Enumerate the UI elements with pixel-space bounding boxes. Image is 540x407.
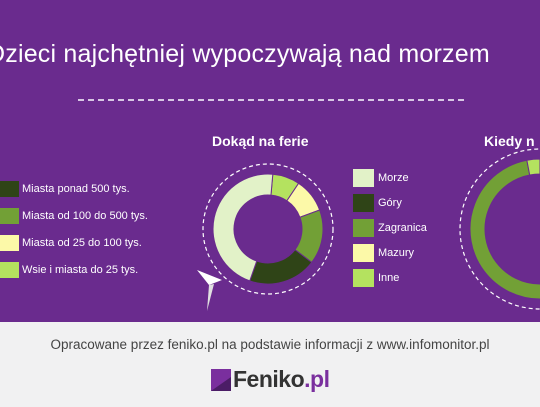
chart-title-when: Kiedy n: [484, 133, 535, 149]
logo-suffix: .pl: [304, 366, 330, 392]
legend-label: Miasta od 100 do 500 tys.: [22, 210, 148, 222]
title-divider: [78, 99, 464, 101]
legend-swatch: [353, 244, 374, 262]
legend-swatch: [353, 219, 374, 237]
legend-label: Miasta od 25 do 100 tys.: [22, 237, 142, 249]
donut-slice-morze: [212, 173, 274, 282]
footer: Opracowane przez feniko.pl na podstawie …: [0, 322, 540, 407]
legend-swatch: [0, 208, 19, 224]
legend-swatch: [353, 269, 374, 287]
infographic-panel: Dzieci najchętniej wypoczywają nad morze…: [0, 0, 540, 322]
donut-chart-when: [469, 158, 540, 300]
legend-label: Wsie i miasta do 25 tys.: [22, 264, 139, 276]
logo-mark-icon: [211, 369, 231, 391]
legend-label: Miasta ponad 500 tys.: [22, 183, 130, 195]
logo-text: Feniko.pl: [233, 366, 330, 393]
logo-name: Feniko: [233, 366, 305, 392]
paper-plane-icon: [197, 270, 222, 285]
legend-label: Mazury: [378, 247, 415, 259]
donut-slice-1: [526, 158, 540, 176]
page-title: Dzieci najchętniej wypoczywają nad morze…: [0, 40, 490, 68]
legend-label: Góry: [378, 197, 402, 209]
legend-swatch: [353, 194, 374, 212]
donut-charts: [197, 148, 540, 311]
donut-chart-destination: [212, 173, 324, 285]
legend-label: Morze: [378, 172, 409, 184]
donut-slice-0: [469, 158, 540, 300]
legend-swatch: [353, 169, 374, 187]
chart-dashed-ring: [202, 163, 334, 295]
paper-plane-icon-shadow: [207, 284, 214, 311]
legend-swatch: [0, 181, 19, 197]
legend-swatch: [0, 262, 19, 278]
legend-swatch: [0, 235, 19, 251]
legend-label: Inne: [378, 272, 400, 284]
donut-slice-góry: [249, 248, 313, 285]
source-note: Opracowane przez feniko.pl na podstawie …: [50, 337, 490, 352]
chart-title-destination: Dokąd na ferie: [212, 133, 309, 149]
legend-label: Zagranica: [378, 222, 427, 234]
